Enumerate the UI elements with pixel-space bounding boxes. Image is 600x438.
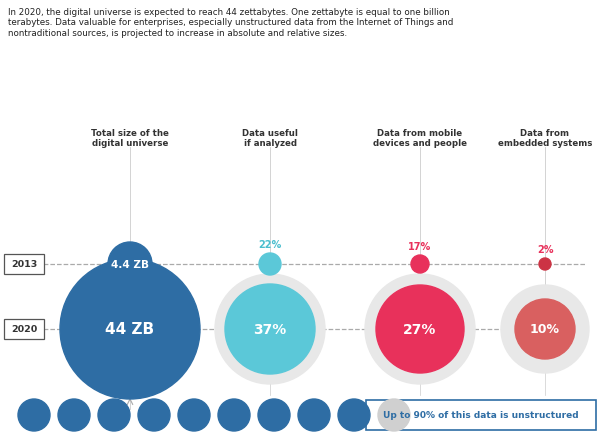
Circle shape [411, 255, 429, 273]
Circle shape [215, 274, 325, 384]
Circle shape [298, 399, 330, 431]
Text: 2013: 2013 [11, 260, 37, 269]
Circle shape [259, 254, 281, 276]
Text: 17%: 17% [409, 241, 431, 251]
Text: Data from mobile
devices and people: Data from mobile devices and people [373, 128, 467, 148]
Circle shape [98, 399, 130, 431]
Circle shape [539, 258, 551, 270]
Circle shape [218, 399, 250, 431]
Circle shape [108, 243, 152, 286]
Text: Total size of the
digital universe: Total size of the digital universe [91, 128, 169, 148]
Text: Data from
embedded systems: Data from embedded systems [498, 128, 592, 148]
Circle shape [225, 284, 315, 374]
Text: 4.4 ZB: 4.4 ZB [111, 259, 149, 269]
Circle shape [376, 285, 464, 373]
Circle shape [378, 399, 410, 431]
FancyBboxPatch shape [366, 400, 596, 430]
Text: 22%: 22% [259, 240, 281, 249]
Circle shape [138, 399, 170, 431]
Circle shape [338, 399, 370, 431]
Text: 44 ZB: 44 ZB [106, 322, 155, 337]
Circle shape [178, 399, 210, 431]
Circle shape [515, 299, 575, 359]
Circle shape [365, 274, 475, 384]
Circle shape [258, 399, 290, 431]
Text: 2020: 2020 [11, 325, 37, 334]
Text: 27%: 27% [403, 322, 437, 336]
Text: 37%: 37% [253, 322, 287, 336]
Text: Data useful
if analyzed: Data useful if analyzed [242, 128, 298, 148]
FancyBboxPatch shape [4, 319, 44, 339]
Circle shape [60, 259, 200, 399]
Text: 10%: 10% [530, 323, 560, 336]
FancyBboxPatch shape [4, 254, 44, 274]
Text: Up to 90% of this data is unstructured: Up to 90% of this data is unstructured [383, 410, 579, 420]
Circle shape [501, 285, 589, 373]
Text: 2%: 2% [537, 244, 553, 254]
Circle shape [18, 399, 50, 431]
Text: In 2020, the digital universe is expected to reach 44 zettabytes. One zettabyte : In 2020, the digital universe is expecte… [8, 8, 454, 38]
Circle shape [58, 399, 90, 431]
